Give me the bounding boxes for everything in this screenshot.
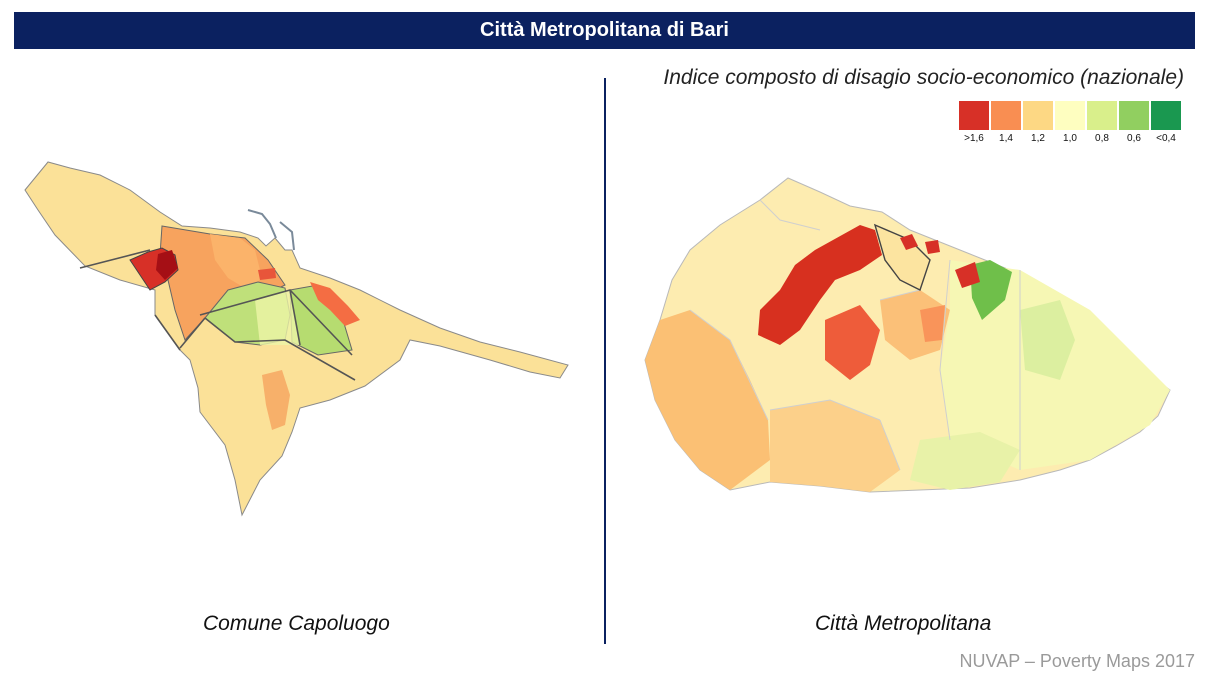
metro-orange-2 [920,305,945,342]
legend: >1,6 1,4 1,2 1,0 0,8 0,6 <0,4 [959,101,1181,144]
legend-swatch [959,101,989,130]
district-spot-2 [258,268,276,280]
district-orange-light [210,234,262,290]
legend-label: 1,0 [1063,133,1077,144]
citta-metropolitana-map [644,177,1171,493]
legend-label: >1,6 [964,133,984,144]
map-title: Indice composto di disagio socio-economi… [663,66,1184,89]
port-lines [247,209,295,251]
legend-swatch [991,101,1021,130]
legend-swatch [1087,101,1117,130]
legend-label: 1,2 [1031,133,1045,144]
right-caption: Città Metropolitana [815,612,992,635]
legend-swatch [1055,101,1085,130]
district-pale [255,290,300,345]
left-caption: Comune Capoluogo [203,612,390,635]
district-borders [79,249,356,381]
legend-item: 1,4 [991,101,1021,144]
metro-coast-spots [900,234,940,254]
metro-west-orange [645,310,770,490]
legend-swatch [1151,101,1181,130]
district-spot-1 [310,282,360,326]
metro-south-orange [770,400,900,492]
legend-label: 1,4 [999,133,1013,144]
legend-item: <0,4 [1151,101,1181,144]
metro-southeast-green [910,432,1020,490]
metro-east-green [1020,300,1075,380]
legend-item: >1,6 [959,101,989,144]
metro-red-orange [825,305,880,380]
district-spot-3 [262,370,290,430]
metro-borders [689,199,1021,471]
legend-item: 0,8 [1087,101,1117,144]
footer-credit: NUVAP – Poverty Maps 2017 [959,651,1195,671]
legend-label: 0,6 [1127,133,1141,144]
district-darkred [156,250,178,280]
metro-green-coast [970,260,1012,320]
page-title: Città Metropolitana di Bari [14,12,1195,49]
panel-divider [604,78,606,644]
comune-capoluogo-map [24,161,569,517]
legend-label: <0,4 [1156,133,1176,144]
legend-label: 0,8 [1095,133,1109,144]
metro-red-zone [758,225,882,345]
legend-swatch [1023,101,1053,130]
metro-red-coast [955,262,980,288]
legend-item: 1,2 [1023,101,1053,144]
legend-item: 0,6 [1119,101,1149,144]
legend-item: 1,0 [1055,101,1085,144]
legend-swatch [1119,101,1149,130]
